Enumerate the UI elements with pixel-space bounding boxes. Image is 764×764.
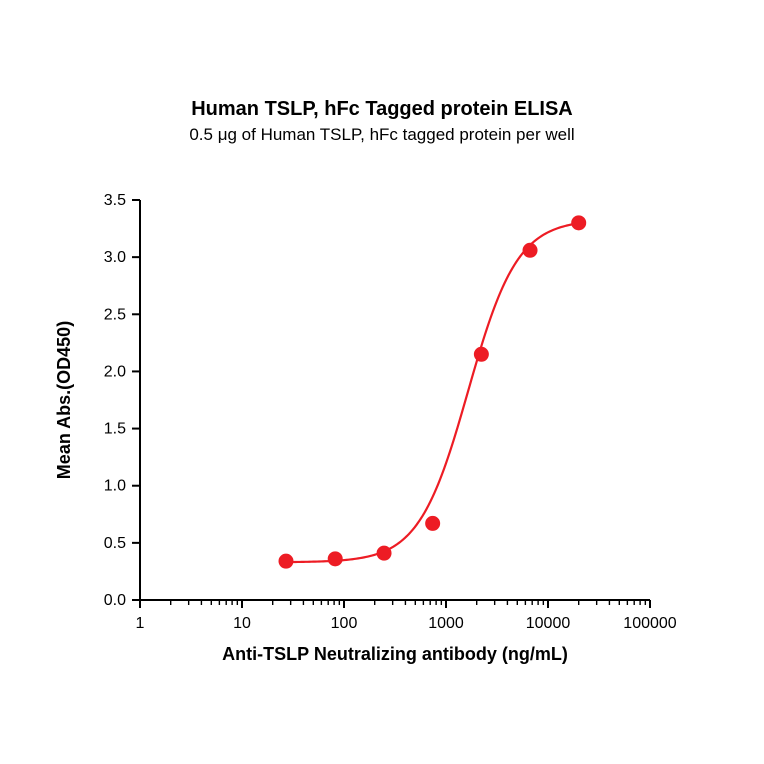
fit-curve	[286, 223, 579, 562]
y-tick-label: 1.5	[104, 421, 126, 438]
data-point	[523, 243, 537, 257]
x-axis-label: Anti-TSLP Neutralizing antibody (ng/mL)	[222, 644, 568, 664]
data-point	[426, 516, 440, 530]
x-tick-label: 10000	[526, 615, 571, 632]
data-point	[572, 216, 586, 230]
data-point	[474, 347, 488, 361]
data-point	[279, 554, 293, 568]
chart-container: Human TSLP, hFc Tagged protein ELISA 0.5 …	[0, 0, 764, 764]
y-tick-label: 0.5	[104, 535, 126, 552]
y-axis-label: Mean Abs.(OD450)	[54, 321, 74, 479]
elisa-chart: Human TSLP, hFc Tagged protein ELISA 0.5 …	[0, 0, 764, 764]
y-tick-label: 3.5	[104, 192, 126, 209]
y-tick-label: 1.0	[104, 478, 126, 495]
y-tick-label: 0.0	[104, 592, 126, 609]
x-tick-label: 100000	[623, 615, 676, 632]
y-tick-label: 3.0	[104, 249, 126, 266]
x-tick-label: 100	[331, 615, 358, 632]
x-tick-label: 1	[136, 615, 145, 632]
y-tick-label: 2.0	[104, 363, 126, 380]
chart-subtitle: 0.5 μg of Human TSLP, hFc tagged protein…	[189, 125, 574, 144]
chart-title: Human TSLP, hFc Tagged protein ELISA	[191, 98, 573, 120]
x-tick-label: 10	[233, 615, 251, 632]
data-point	[328, 552, 342, 566]
y-tick-label: 2.5	[104, 306, 126, 323]
x-tick-label: 1000	[428, 615, 464, 632]
data-point	[377, 546, 391, 560]
